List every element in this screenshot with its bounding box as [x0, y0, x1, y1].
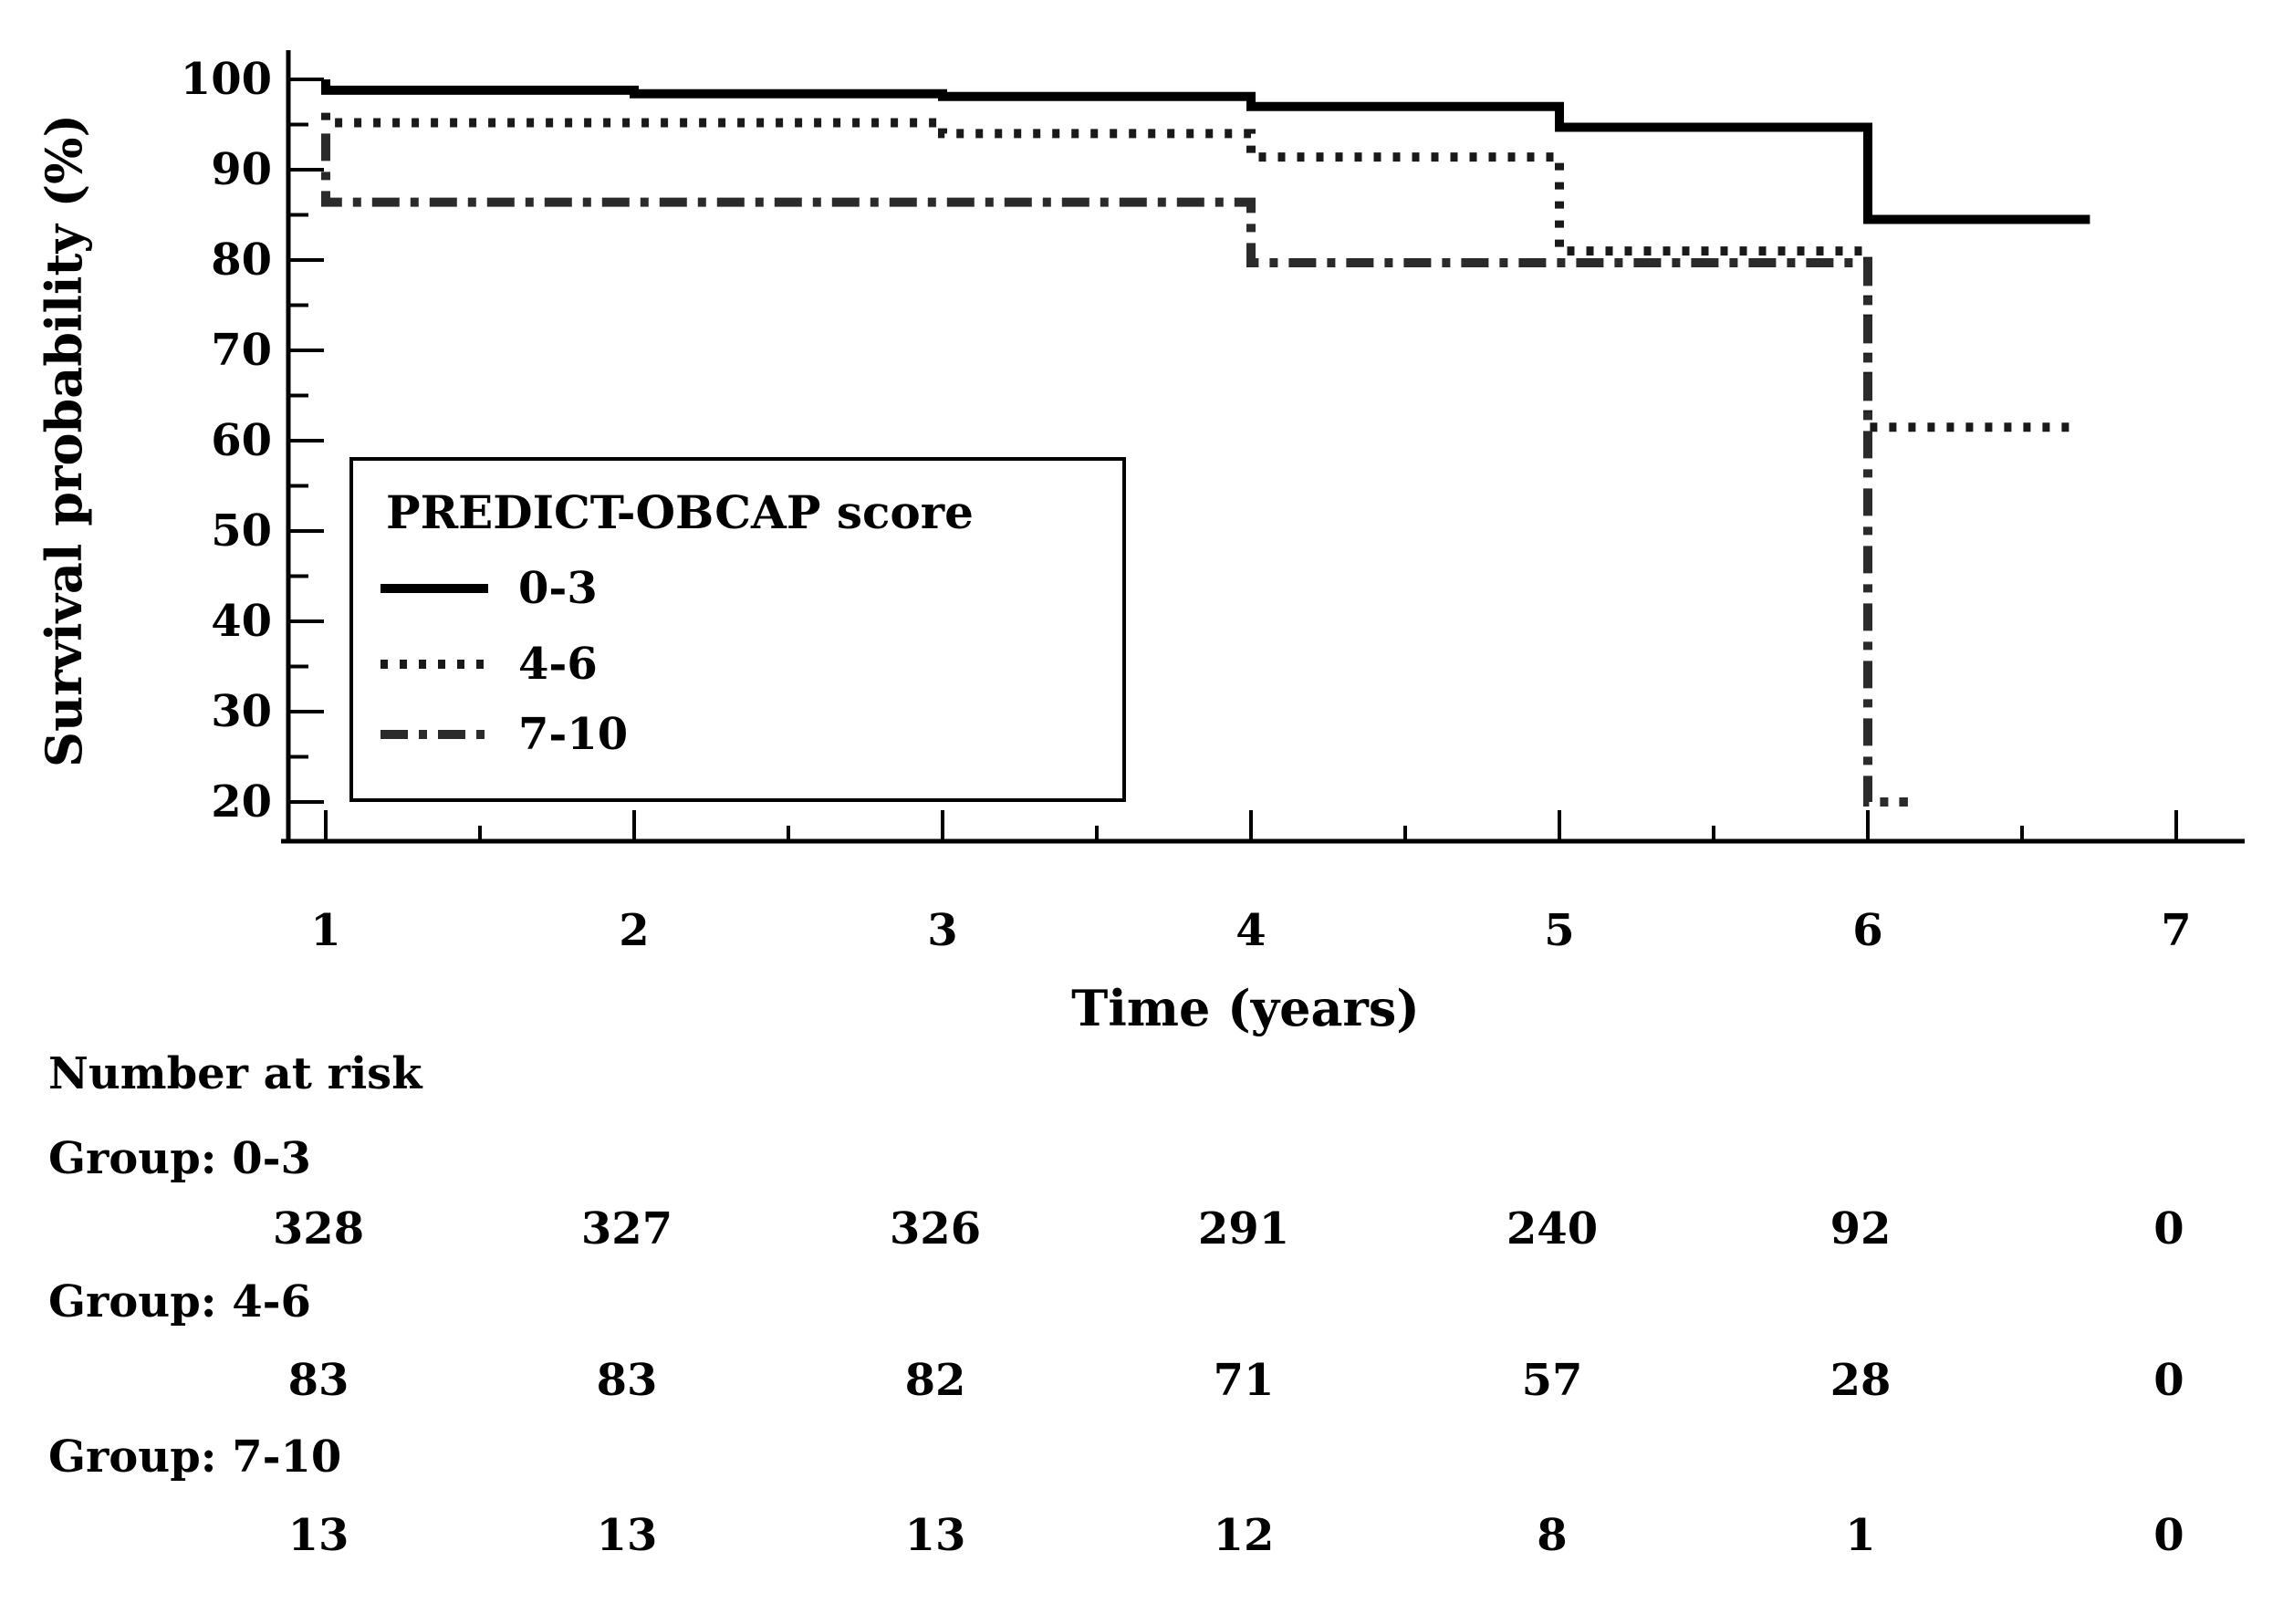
risk-value-g2-t5: 8: [1537, 1510, 1568, 1561]
risk-value-g0-t3: 326: [889, 1203, 982, 1254]
risk-value-g1-t6: 28: [1830, 1355, 1892, 1406]
risk-value-g0-t6: 92: [1830, 1203, 1892, 1254]
legend-entry-label-0-3: 0-3: [518, 563, 598, 614]
risk-group-label-1: Group: 4-6: [48, 1276, 311, 1327]
risk-value-g0-t4: 291: [1197, 1203, 1290, 1254]
y-tick-label-20: 20: [211, 776, 272, 828]
x-axis-title: Time (years): [1071, 979, 1420, 1037]
y-tick-label-90: 90: [211, 144, 272, 195]
risk-value-g0-t1: 328: [272, 1203, 365, 1254]
y-tick-label-30: 30: [211, 686, 272, 737]
survival-curve-0-3: [321, 79, 2090, 224]
x-tick-label-7: 7: [2161, 905, 2192, 956]
risk-group-label-0: Group: 0-3: [48, 1133, 311, 1184]
risk-table-header: Number at risk: [48, 1048, 422, 1099]
x-tick-label-2: 2: [619, 905, 650, 956]
y-axis-title: Survival probability (%): [35, 113, 93, 768]
risk-value-g2-t1: 13: [287, 1510, 349, 1561]
y-tick-label-100: 100: [180, 54, 272, 105]
x-tick-label-1: 1: [310, 905, 341, 956]
risk-value-g2-t2: 13: [596, 1510, 658, 1561]
legend-entry-label-7-10: 7-10: [518, 709, 629, 760]
y-tick-label-40: 40: [211, 596, 272, 647]
risk-value-g0-t7: 0: [2153, 1203, 2184, 1254]
risk-value-g2-t6: 1: [1845, 1510, 1876, 1561]
risk-value-g1-t3: 82: [904, 1355, 966, 1406]
x-tick-label-3: 3: [927, 905, 958, 956]
y-tick-label-60: 60: [211, 415, 272, 466]
survival-curve-4-6: [321, 112, 2078, 432]
legend-box: [349, 457, 1126, 802]
x-tick-label-5: 5: [1544, 905, 1575, 956]
risk-value-g2-t3: 13: [904, 1510, 966, 1561]
survival-curve-7-10: [321, 133, 1908, 807]
risk-value-g0-t5: 240: [1506, 1203, 1599, 1254]
risk-group-label-2: Group: 7-10: [48, 1431, 342, 1483]
risk-value-g1-t4: 71: [1213, 1355, 1275, 1406]
y-tick-label-50: 50: [211, 505, 272, 557]
legend-entry-label-4-6: 4-6: [518, 639, 598, 690]
risk-value-g2-t7: 0: [2153, 1510, 2184, 1561]
risk-value-g2-t4: 12: [1213, 1510, 1275, 1561]
legend-title: PREDICT-OBCAP score: [386, 485, 974, 539]
y-tick-label-70: 70: [211, 325, 272, 376]
y-tick-label-80: 80: [211, 234, 272, 286]
risk-value-g1-t5: 57: [1521, 1355, 1583, 1406]
x-tick-label-6: 6: [1852, 905, 1883, 956]
risk-value-g1-t2: 83: [596, 1355, 658, 1406]
risk-value-g1-t7: 0: [2153, 1355, 2184, 1406]
x-tick-label-4: 4: [1235, 905, 1267, 956]
risk-value-g0-t2: 327: [580, 1203, 673, 1254]
risk-value-g1-t1: 83: [287, 1355, 349, 1406]
